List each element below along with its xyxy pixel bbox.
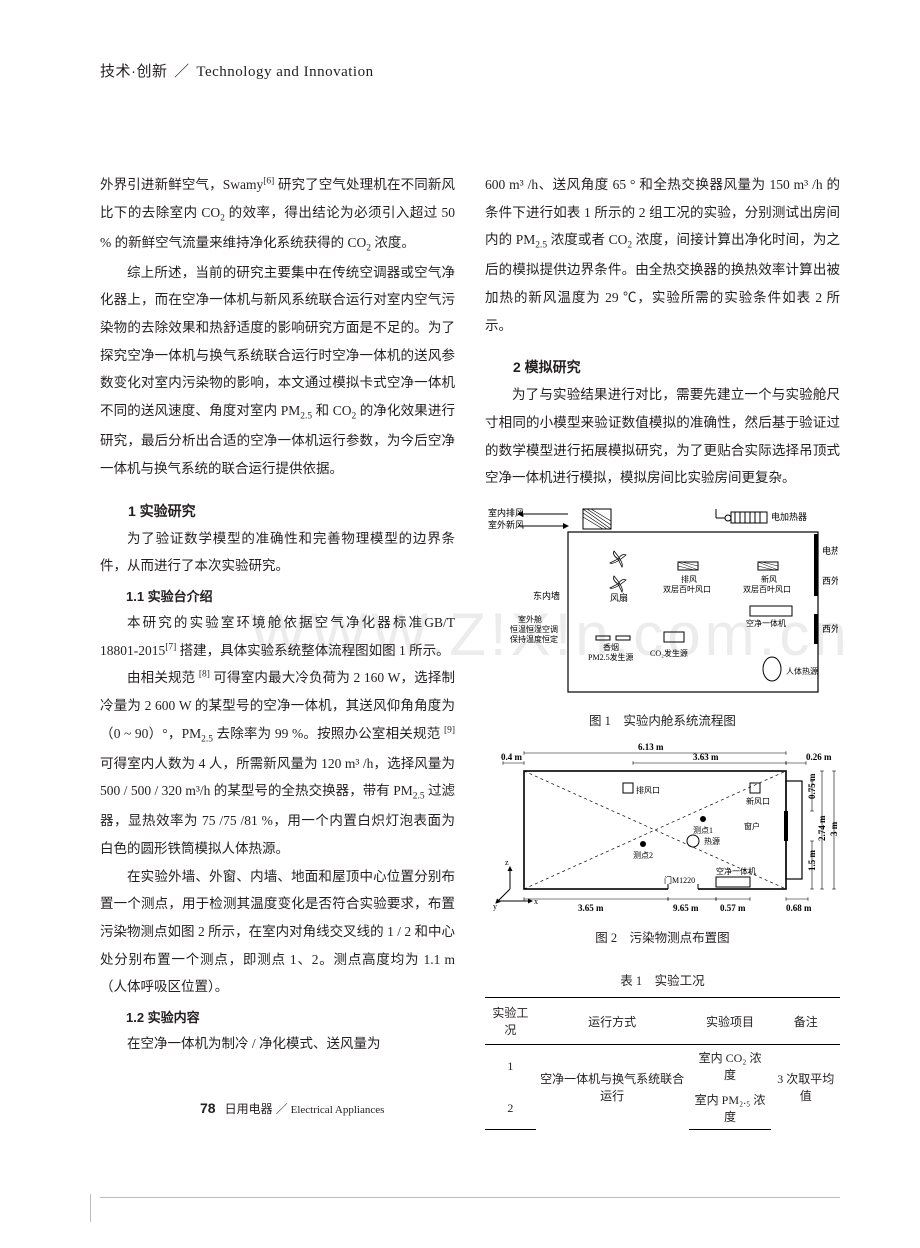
figure-2-caption: 图 2 污染物测点布置图 <box>485 927 840 946</box>
svg-text:测点2: 测点2 <box>633 851 653 860</box>
figure-2-svg: 测点1 测点2 热源 排风口 新风口 窗户 门M1220 <box>488 741 838 921</box>
th-4: 备注 <box>771 998 840 1045</box>
para-points: 在实验外墙、外窗、内墙、地面和屋顶中心位置分别布置一个测点，用于检测其温度变化是… <box>100 863 455 1001</box>
svg-text:6.13 m: 6.13 m <box>638 742 664 752</box>
svg-text:人体热源: 人体热源 <box>786 666 818 676</box>
footer-rule <box>100 1197 840 1198</box>
heading-1-2: 1.2 实验内容 <box>100 1007 455 1026</box>
svg-text:双层百叶风口: 双层百叶风口 <box>663 585 711 594</box>
figure-1-caption: 图 1 实验内舱系统流程图 <box>485 710 840 729</box>
footer-pub-eng: Electrical Appliances <box>291 1104 385 1116</box>
header-sep: ／ <box>174 63 190 80</box>
svg-text:0.26 m: 0.26 m <box>806 752 832 762</box>
svg-text:西外墙: 西外墙 <box>822 575 838 586</box>
header-chn: 技术·创新 <box>100 63 168 80</box>
svg-text:电加热器: 电加热器 <box>771 511 807 522</box>
svg-text:新风口: 新风口 <box>746 796 770 806</box>
para-sim: 为了与实验结果进行对比，需要先建立一个与实验舱尺寸相同的小模型来验证数值模拟的准… <box>485 381 840 492</box>
svg-text:3.63 m: 3.63 m <box>693 752 719 762</box>
para-swamy: 外界引进新鲜空气，Swamy[6] 研究了空气处理机在不同新风比下的去除室内 C… <box>100 171 455 259</box>
svg-text:室外新风: 室外新风 <box>488 519 524 530</box>
para-lab: 本研究的实验室环境舱依据空气净化器标准GB/T 18801-2015[7] 搭建… <box>100 609 455 664</box>
svg-text:3.65 m: 3.65 m <box>578 903 604 913</box>
th-2: 运行方式 <box>536 998 689 1045</box>
svg-text:0.68 m: 0.68 m <box>786 903 812 913</box>
svg-text:排风: 排风 <box>681 574 697 584</box>
right-column: 600 m³ /h、送风角度 65 ° 和全热交换器风量为 150 m³ /h … <box>485 171 840 1130</box>
left-rule <box>90 1194 91 1222</box>
heading-1-1: 1.1 实验台介绍 <box>100 586 455 605</box>
svg-text:西外窗: 西外窗 <box>822 623 838 634</box>
svg-text:恒温恒湿空调: 恒温恒湿空调 <box>510 624 558 634</box>
svg-text:0.57 m: 0.57 m <box>720 903 746 913</box>
svg-text:电热膜: 电热膜 <box>822 545 838 556</box>
table-1-caption: 表 1 实验工况 <box>485 970 840 989</box>
svg-text:室内排风: 室内排风 <box>488 507 524 518</box>
para-h1-intro: 为了验证数学模型的准确性和完善物理模型的边界条件，从而进行了本次实验研究。 <box>100 525 455 580</box>
para-spec: 由相关规范 [8] 可得室内最大冷负荷为 2 160 W，选择制冷量为 2 60… <box>100 664 455 862</box>
page-footer: 78 日用电器 ／ Electrical Appliances <box>200 1100 920 1117</box>
svg-text:2.74 m: 2.74 m <box>817 815 827 841</box>
figure-2: 测点1 测点2 热源 排风口 新风口 窗户 门M1220 <box>485 741 840 946</box>
svg-text:1.5 m: 1.5 m <box>807 850 817 872</box>
svg-text:香烟: 香烟 <box>603 642 619 652</box>
page-header: 技术·创新 ／ Technology and Innovation <box>100 60 840 81</box>
svg-text:CO₂发生源: CO₂发生源 <box>650 648 688 658</box>
svg-text:东内墙: 东内墙 <box>533 590 560 601</box>
heading-2: 2 模拟研究 <box>485 357 840 377</box>
svg-text:测点1: 测点1 <box>693 826 713 835</box>
svg-text:门M1220: 门M1220 <box>664 875 695 885</box>
para-1-2: 在空净一体机为制冷 / 净化模式、送风量为 <box>100 1030 455 1058</box>
svg-text:0.75 m: 0.75 m <box>807 773 817 799</box>
para-summary: 综上所述，当前的研究主要集中在传统空调器或空气净化器上，而在空净一体机与新风系统… <box>100 259 455 483</box>
para-conditions: 600 m³ /h、送风角度 65 ° 和全热交换器风量为 150 m³ /h … <box>485 171 840 339</box>
svg-text:3 m: 3 m <box>829 821 838 836</box>
svg-text:风扇: 风扇 <box>610 592 628 603</box>
svg-text:z: z <box>505 858 509 867</box>
svg-text:x: x <box>534 897 538 906</box>
svg-text:新风: 新风 <box>761 574 777 584</box>
table-row: 1 空净一体机与换气系统联合运行 室内 CO₂ 浓度 3 次取平均值 <box>485 1045 840 1088</box>
svg-text:窗户: 窗户 <box>744 821 760 831</box>
content-columns: 外界引进新鲜空气，Swamy[6] 研究了空气处理机在不同新风比下的去除室内 C… <box>100 171 840 1130</box>
svg-text:排风口: 排风口 <box>636 785 660 795</box>
heading-1: 1 实验研究 <box>100 501 455 521</box>
figure-1: 室内排风 室外新风 电加热器 电热膜 西外墙 西外窗 <box>485 504 840 729</box>
svg-text:保持温度恒定: 保持温度恒定 <box>510 634 558 644</box>
svg-text:双层百叶风口: 双层百叶风口 <box>743 585 791 594</box>
left-column: 外界引进新鲜空气，Swamy[6] 研究了空气处理机在不同新风比下的去除室内 C… <box>100 171 455 1130</box>
svg-text:0.4 m: 0.4 m <box>501 752 523 762</box>
th-3: 实验项目 <box>689 998 772 1045</box>
page-number: 78 <box>200 1100 216 1116</box>
svg-text:9.65 m: 9.65 m <box>673 903 699 913</box>
footer-sep: ／ <box>276 1102 288 1116</box>
svg-text:热源: 热源 <box>704 836 720 846</box>
svg-text:PM2.5发生源: PM2.5发生源 <box>588 652 634 662</box>
footer-pub-chn: 日用电器 <box>225 1102 273 1116</box>
th-1: 实验工况 <box>485 998 536 1045</box>
svg-text:室外舱: 室外舱 <box>518 614 542 624</box>
svg-text:空净一体机: 空净一体机 <box>746 618 786 628</box>
svg-text:空净一体机: 空净一体机 <box>716 866 756 876</box>
figure-1-svg: 室内排风 室外新风 电加热器 电热膜 西外墙 西外窗 <box>488 504 838 704</box>
header-eng: Technology and Innovation <box>196 64 373 80</box>
svg-text:y: y <box>493 902 497 911</box>
